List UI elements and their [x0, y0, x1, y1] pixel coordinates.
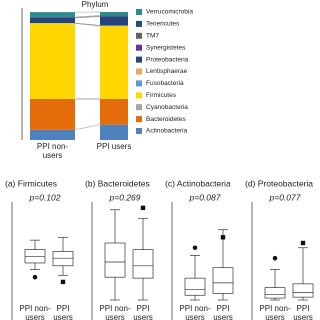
legend-label: Lentisphaerae	[146, 68, 188, 75]
x-tick-label: PPI non-users	[36, 142, 69, 160]
legend-label: Actinobacteria	[146, 128, 188, 135]
legend-label: Firmicutes	[146, 92, 177, 99]
bar-segment	[30, 129, 75, 140]
legend-swatch	[136, 68, 142, 75]
panel-title: (a) Firmicutes	[5, 178, 57, 188]
legend-swatch	[136, 80, 142, 87]
bar-segment	[100, 15, 128, 17]
box	[292, 283, 314, 298]
x-tick-label: PPI users	[53, 304, 73, 320]
chart-title: Phylum	[82, 0, 109, 9]
box	[52, 251, 74, 267]
legend-swatch	[136, 20, 142, 27]
legend-label: Proteobacteria	[146, 56, 189, 63]
legend-swatch	[136, 104, 142, 111]
x-tick-label: PPI users	[293, 304, 313, 320]
panel-title: (c) Actinobacteria	[165, 178, 231, 188]
box	[184, 277, 206, 296]
legend-label: Tenericutes	[146, 21, 180, 28]
outlier	[220, 235, 226, 240]
legend-swatch	[136, 116, 142, 123]
panel-title: (d) Proteobacteria	[245, 178, 313, 188]
outlier	[140, 205, 146, 211]
connector	[74, 22, 101, 26]
p-value: p=0.269	[109, 192, 141, 202]
bar-segment	[30, 17, 75, 24]
bar-segment	[30, 23, 75, 99]
legend-label: Cyanobacteria	[146, 104, 188, 111]
x-tick-label: PPI non-users	[179, 304, 211, 320]
legend-swatch	[136, 9, 142, 15]
bar-segment	[100, 124, 128, 140]
connector	[74, 15, 101, 18]
connector	[74, 124, 101, 131]
x-tick-label: PPI non-users	[259, 304, 291, 320]
outlier	[300, 240, 306, 246]
legend-label: Verrucomicrobia	[146, 9, 193, 16]
bar-segment	[100, 99, 128, 125]
p-value: p=0.077	[269, 192, 301, 202]
x-tick-label: PPI users	[133, 304, 153, 320]
bar-segment	[30, 99, 75, 130]
legend-label: TM7	[146, 33, 159, 40]
x-tick-label: PPI users	[213, 304, 233, 320]
box	[212, 267, 234, 294]
legend-swatch	[136, 56, 142, 63]
bar-segment	[30, 16, 75, 18]
box	[132, 249, 154, 279]
panel-title: (b) Bacteroidetes	[85, 178, 150, 188]
bar-segment	[100, 12, 128, 16]
p-value: p=0.087	[189, 192, 221, 202]
x-tick-label: PPI users	[96, 142, 132, 151]
legend-swatch	[136, 92, 142, 99]
bar-segment	[30, 12, 75, 17]
bar-segment	[100, 16, 128, 26]
outlier	[60, 279, 66, 285]
box	[104, 242, 126, 278]
outlier	[272, 255, 278, 261]
legend-swatch	[136, 128, 142, 134]
legend-swatch	[136, 32, 142, 39]
legend-label: Bacteroidetes	[146, 116, 186, 123]
legend-swatch	[136, 44, 142, 51]
outlier	[32, 274, 38, 280]
bar-segment	[100, 25, 128, 99]
box	[264, 287, 286, 299]
p-value: p=0.102	[29, 192, 61, 202]
legend-label: Fusobacteria	[146, 80, 184, 87]
outlier	[192, 245, 198, 251]
legend-label: Synergistetes	[146, 44, 186, 51]
connector	[74, 15, 101, 18]
x-tick-label: PPI non-users	[19, 304, 51, 320]
x-tick-label: PPI non-users	[99, 304, 131, 320]
